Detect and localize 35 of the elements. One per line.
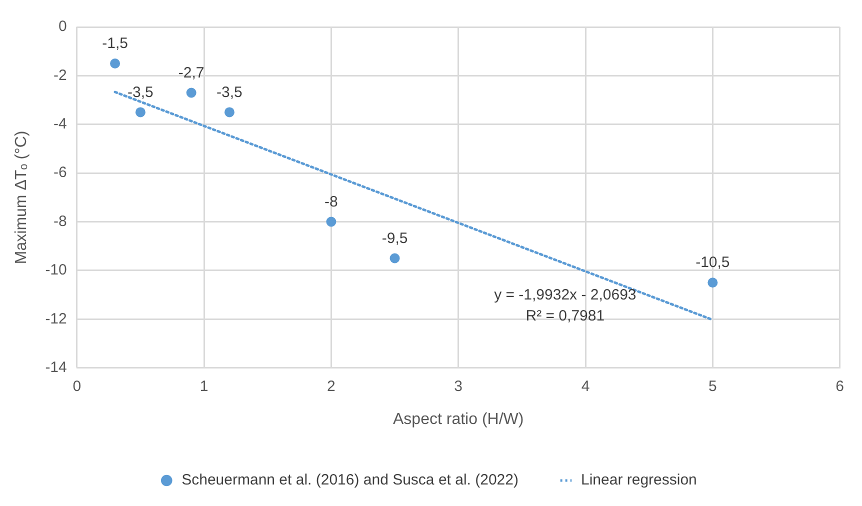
y-tick-label: -2 bbox=[54, 66, 67, 84]
y-tick-label: -12 bbox=[45, 310, 67, 328]
point bbox=[326, 216, 336, 227]
x-tick-label: 1 bbox=[200, 378, 208, 395]
point bbox=[110, 58, 120, 69]
data-label: -3,5 bbox=[128, 84, 154, 101]
annotation: R² = 0,7981 bbox=[526, 308, 605, 325]
annotation: y = -1,9932x - 2,0693 bbox=[494, 286, 636, 304]
y-tick-label: -10 bbox=[45, 262, 67, 279]
x-tick-label: 0 bbox=[72, 378, 82, 395]
x-tick-label: 2 bbox=[327, 378, 336, 395]
y-axis-title: Maximum ΔTₒ (°C) bbox=[13, 130, 30, 264]
data-label: -10,5 bbox=[696, 254, 730, 272]
data-label: -9,5 bbox=[382, 230, 408, 247]
point bbox=[224, 107, 234, 118]
x-axis-title: Aspect ratio (H/W) bbox=[393, 410, 524, 428]
point bbox=[186, 88, 196, 98]
legend-label: Linear regression bbox=[580, 472, 697, 489]
y-tick-label: -6 bbox=[54, 164, 67, 182]
data-label: -8 bbox=[324, 193, 338, 210]
x-tick-label: 3 bbox=[454, 378, 463, 395]
y-tick-label: -8 bbox=[54, 212, 67, 230]
y-tick-label: -4 bbox=[54, 116, 67, 133]
x-tick-label: 5 bbox=[708, 378, 717, 395]
x-tick-label: 6 bbox=[836, 378, 844, 395]
data-label: -2,7 bbox=[178, 64, 204, 82]
legend-label: Scheuermann et al. (2016) and Susca et al. (2022) bbox=[182, 472, 518, 489]
point bbox=[390, 253, 400, 264]
y-tick-label: 0 bbox=[58, 18, 67, 36]
data-label: -3,5 bbox=[216, 84, 242, 101]
y-tick-label: -14 bbox=[45, 358, 67, 376]
data-label: -1,5 bbox=[102, 35, 128, 52]
point bbox=[135, 107, 146, 118]
x-tick-label: 4 bbox=[581, 378, 590, 395]
point bbox=[708, 278, 718, 288]
